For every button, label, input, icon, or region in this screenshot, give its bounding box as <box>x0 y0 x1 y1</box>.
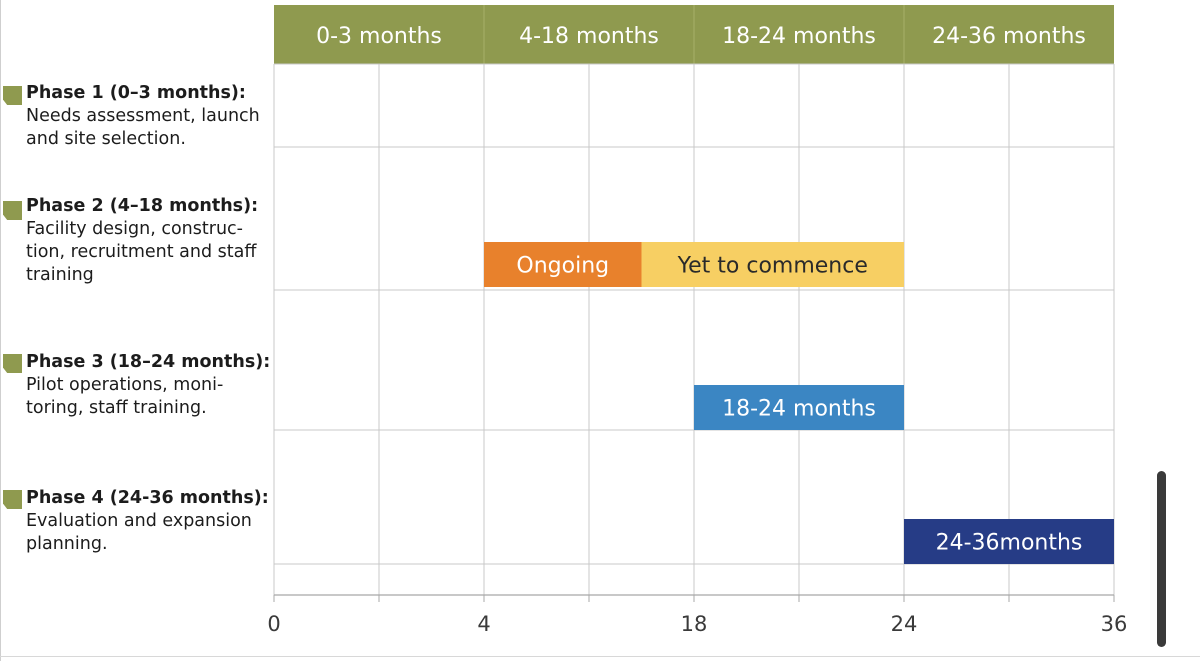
x-tick-label: 0 <box>267 612 280 636</box>
phase-2-label: Phase 2 (4–18 months): Facility design, … <box>26 195 271 287</box>
phase-4-title: Phase 4 (24-36 months): <box>26 488 269 508</box>
x-tick-label: 4 <box>477 612 490 636</box>
phase-2-title: Phase 2 (4–18 months): <box>26 196 259 216</box>
header-period-label: 0-3 months <box>316 24 442 49</box>
phase-2-marker-icon <box>3 201 22 220</box>
vertical-scrollbar[interactable] <box>1157 471 1166 647</box>
gantt-bar <box>641 242 904 287</box>
header-period-label: 24-36 months <box>932 24 1086 49</box>
phase-3-marker-icon <box>3 354 22 373</box>
phase-2-desc: Facility design, construc-tion, recruitm… <box>26 219 257 285</box>
left-frame-line <box>0 0 1 661</box>
gantt-bar <box>904 519 1114 564</box>
gantt-bar <box>484 242 642 287</box>
header-period-label: 18-24 months <box>722 24 876 49</box>
phase-3-label: Phase 3 (18–24 months): Pilot operations… <box>26 351 271 420</box>
gantt-bar-label: 24-36months <box>936 531 1083 556</box>
phase-1-marker-icon <box>3 86 22 105</box>
x-tick-label: 36 <box>1101 612 1128 636</box>
phase-3-title: Phase 3 (18–24 months): <box>26 352 271 372</box>
gantt-bar-label: 18-24 months <box>722 397 876 422</box>
phase-4-desc: Evaluation and expansion planning. <box>26 511 252 554</box>
phase-1-desc: Needs assessment, launch and site select… <box>26 106 260 149</box>
phase-3-desc: Pilot operations, moni-toring, staff tra… <box>26 375 224 418</box>
phase-4-marker-icon <box>3 490 22 509</box>
header-period-label: 4-18 months <box>519 24 659 49</box>
phase-1-title: Phase 1 (0–3 months): <box>26 83 246 103</box>
phase-1-label: Phase 1 (0–3 months): Needs assessment, … <box>26 82 271 151</box>
gantt-bar-label: Ongoing <box>516 254 609 279</box>
bottom-frame-line <box>0 656 1200 657</box>
phase-4-label: Phase 4 (24-36 months): Evaluation and e… <box>26 487 271 556</box>
gantt-bar <box>694 385 904 430</box>
x-tick-label: 18 <box>681 612 708 636</box>
x-tick-label: 24 <box>891 612 918 636</box>
gantt-bar-label: Yet to commence <box>677 254 868 279</box>
